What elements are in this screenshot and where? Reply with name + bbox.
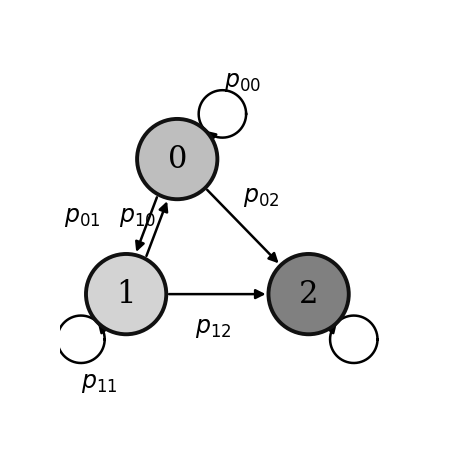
Text: $p_{10}$: $p_{10}$ (118, 206, 155, 229)
Text: $p_{12}$: $p_{12}$ (195, 317, 232, 340)
Text: $p_{11}$: $p_{11}$ (81, 372, 117, 395)
Circle shape (86, 254, 166, 334)
Circle shape (268, 254, 349, 334)
Text: 2: 2 (299, 279, 319, 310)
Text: 0: 0 (167, 144, 187, 174)
Text: $p_{02}$: $p_{02}$ (243, 186, 279, 209)
Text: $p_{01}$: $p_{01}$ (64, 206, 100, 229)
Text: $p_{00}$: $p_{00}$ (224, 71, 262, 94)
Circle shape (137, 119, 218, 199)
Text: 1: 1 (117, 279, 136, 310)
